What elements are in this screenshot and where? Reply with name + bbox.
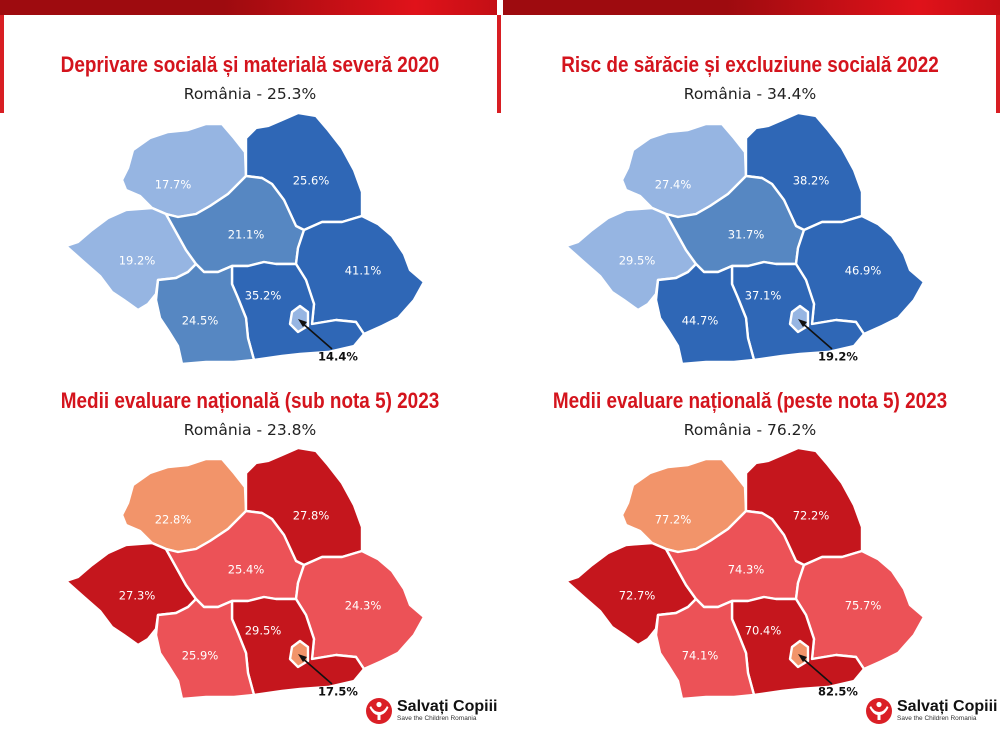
region-value-nord-vest: 27.4% [655,178,692,192]
region-value-sud-est: 24.3% [345,599,382,613]
panel-poverty-risk-2022: Risc de sărăcie și excluziune socială 20… [500,0,1000,375]
right-accent-line [996,15,1000,113]
panel-title: Deprivare socială și materială severă 20… [60,52,440,77]
save-the-children-icon [366,698,392,724]
bucharest-pointer-arrowhead [298,654,307,662]
panel-exam-above-5-2023: Medii evaluare națională (peste nota 5) … [500,0,1000,439]
salvati-copiii-logo: Salvați Copiii Save the Children Romania [366,698,497,724]
bucharest-pointer-line [800,656,833,685]
left-accent-line [0,15,4,113]
romania-region-map: 27.4% 38.2% 31.7% 29.5% 46.9% 37.1% 44.7% 19.2% [564,111,926,366]
panel-title: Risc de sărăcie și excluziune socială 20… [561,52,939,77]
middle-accent-line [497,15,501,113]
bucharest-pointer-line [300,321,333,350]
region-value-sud-est: 75.7% [845,599,882,613]
bucharest-pointer-arrowhead [798,654,807,662]
region-value-centru: 31.7% [728,228,765,242]
region-sud-vest-oltenia [654,597,756,701]
logo-tagline: Save the Children Romania [897,715,977,722]
top-accent-bar-left [0,0,497,15]
panel-title: Medii evaluare națională (peste nota 5) … [552,388,948,413]
bucharest-pointer-line [800,321,833,350]
region-value-bucuresti-ilfov: 17.5% [318,685,358,699]
region-value-nord-vest: 22.8% [155,513,192,527]
panel-deprivation-2020: Deprivare socială și materială severă 20… [0,0,500,375]
bucharest-pointer-line [300,656,333,685]
panel-national-value: România - 34.4% [683,85,817,103]
logo-tagline: Save the Children Romania [397,715,477,722]
region-value-vest: 29.5% [619,254,656,268]
region-value-sud-muntenia: 37.1% [745,289,782,303]
bucharest-pointer-arrowhead [298,319,307,327]
panel-national-value: România - 23.8% [183,421,317,439]
region-value-nord-est: 25.6% [293,174,330,188]
region-value-sud-vest-oltenia: 24.5% [182,314,219,328]
salvati-copiii-logo: Salvați Copiii Save the Children Romania [866,698,997,724]
region-sud-vest-oltenia [154,597,256,701]
region-value-nord-est: 72.2% [793,509,830,523]
region-sud-vest-oltenia [654,262,756,366]
romania-region-map: 22.8% 27.8% 25.4% 27.3% 24.3% 29.5% 25.9% 17.5% [64,446,426,701]
region-value-centru: 21.1% [228,228,265,242]
region-value-sud-muntenia: 35.2% [245,289,282,303]
region-value-vest: 27.3% [119,589,156,603]
save-the-children-icon [866,698,892,724]
bucharest-pointer-arrowhead [798,319,807,327]
region-value-vest: 19.2% [119,254,156,268]
panel-national-value: România - 25.3% [183,85,317,103]
region-value-bucuresti-ilfov: 82.5% [818,685,858,699]
panel-exam-below-5-2023: Medii evaluare națională (sub nota 5) 20… [0,0,500,439]
region-value-sud-vest-oltenia: 25.9% [182,649,219,663]
logo-name: Salvați Copiii [897,698,998,715]
panel-title: Medii evaluare națională (sub nota 5) 20… [60,388,440,413]
logo-name: Salvați Copiii [397,698,498,715]
region-value-sud-vest-oltenia: 74.1% [682,649,719,663]
region-value-sud-est: 41.1% [345,264,382,278]
region-value-sud-muntenia: 70.4% [745,624,782,638]
region-value-nord-est: 38.2% [793,174,830,188]
top-accent-bar-right [503,0,1000,15]
panel-national-value: România - 76.2% [683,421,817,439]
region-value-bucuresti-ilfov: 19.2% [818,350,858,364]
region-value-nord-vest: 77.2% [655,513,692,527]
region-value-bucuresti-ilfov: 14.4% [318,350,358,364]
region-value-vest: 72.7% [619,589,656,603]
region-value-centru: 74.3% [728,563,765,577]
region-value-sud-vest-oltenia: 44.7% [682,314,719,328]
romania-region-map: 77.2% 72.2% 74.3% 72.7% 75.7% 70.4% 74.1% 82.5% [564,446,926,701]
region-value-sud-est: 46.9% [845,264,882,278]
region-value-centru: 25.4% [228,563,265,577]
region-sud-vest-oltenia [154,262,256,366]
region-value-nord-vest: 17.7% [155,178,192,192]
region-value-nord-est: 27.8% [293,509,330,523]
region-value-sud-muntenia: 29.5% [245,624,282,638]
romania-region-map: 17.7% 25.6% 21.1% 19.2% 41.1% 35.2% 24.5% 14.4% [64,111,426,366]
